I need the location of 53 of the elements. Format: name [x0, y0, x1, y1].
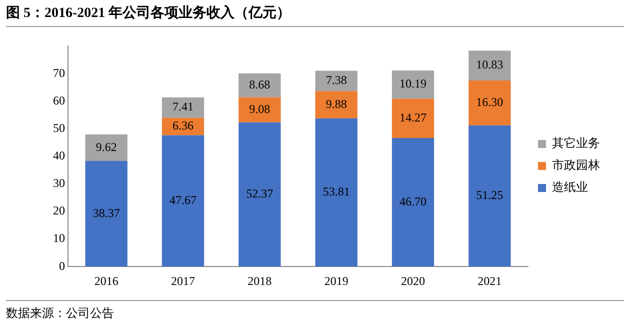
bar — [468, 80, 511, 126]
bar — [392, 70, 434, 99]
bar — [468, 50, 511, 80]
data-label: 47.67 — [170, 193, 196, 208]
data-label: 46.70 — [400, 194, 426, 208]
data-label: 10.83 — [476, 58, 504, 72]
bar — [85, 160, 128, 267]
data-label: 52.37 — [246, 186, 274, 201]
y-tick-label: 70 — [53, 66, 65, 80]
data-label: 53.81 — [322, 184, 350, 199]
bar — [238, 97, 281, 122]
y-tick-label: 40 — [53, 148, 65, 163]
bar — [162, 118, 204, 136]
data-label: 8.68 — [249, 78, 270, 92]
y-tick-label: 60 — [53, 93, 65, 108]
bar — [315, 70, 358, 92]
x-tick-label: 2016 — [94, 274, 118, 288]
x-tick-label: 2021 — [478, 274, 502, 288]
legend-label: 其它业务 — [552, 136, 600, 150]
source-note: 数据来源：公司公告 — [6, 300, 624, 322]
data-label: 7.38 — [326, 73, 347, 88]
data-label: 16.30 — [476, 95, 504, 110]
bar — [238, 122, 281, 267]
bar — [85, 134, 128, 161]
data-label: 38.37 — [92, 206, 120, 220]
data-label: 9.08 — [249, 102, 270, 116]
data-label: 7.41 — [172, 100, 194, 114]
y-tick-label: 20 — [53, 204, 65, 218]
x-tick-label: 2017 — [171, 274, 195, 288]
bar — [392, 98, 434, 138]
bar — [468, 125, 511, 267]
data-label: 51.25 — [476, 188, 504, 202]
y-tick-label: 50 — [53, 121, 65, 136]
bar — [162, 135, 204, 267]
data-label: 14.27 — [400, 110, 426, 124]
bar — [238, 73, 281, 98]
legend-label: 市政园林 — [552, 158, 600, 172]
x-tick-label: 2019 — [324, 274, 348, 288]
bar — [315, 91, 358, 118]
y-tick-label: 10 — [53, 231, 65, 246]
data-label: 10.19 — [400, 76, 426, 91]
y-tick-label: 30 — [53, 176, 65, 190]
chart-title: 图 5：2016-2021 年公司各项业务收入（亿元） — [6, 4, 624, 27]
data-label: 9.62 — [96, 140, 117, 154]
bar — [162, 97, 204, 118]
legend-label: 造纸业 — [552, 180, 588, 194]
x-tick-label: 2020 — [401, 274, 425, 288]
bar — [392, 138, 434, 267]
data-label: 9.88 — [326, 96, 347, 111]
x-tick-label: 2018 — [248, 274, 272, 288]
y-tick-label: 0 — [59, 258, 65, 273]
data-label: 6.36 — [172, 118, 194, 133]
bar — [315, 118, 358, 267]
